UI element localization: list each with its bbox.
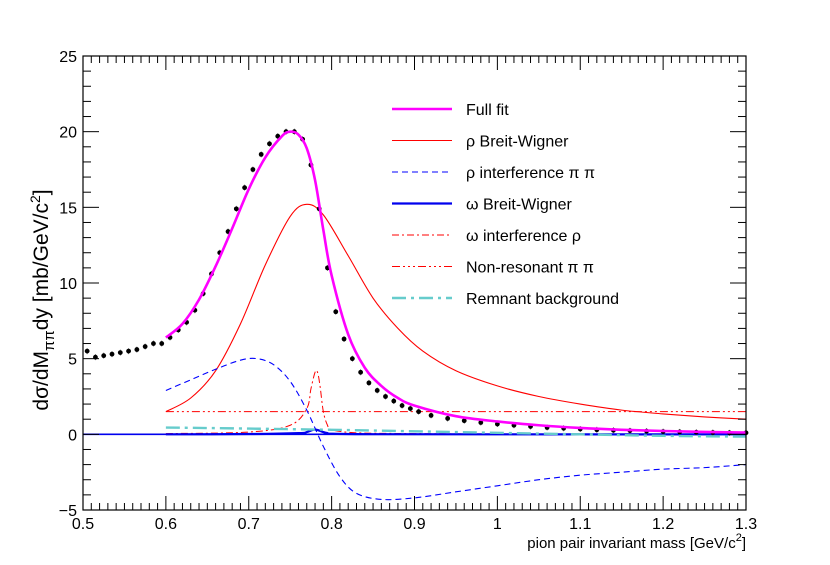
data-point bbox=[101, 353, 107, 359]
data-point bbox=[126, 348, 131, 354]
data-point bbox=[84, 348, 90, 354]
y-tick-label: 5 bbox=[68, 352, 77, 369]
data-point bbox=[399, 403, 405, 408]
data-point bbox=[159, 341, 165, 346]
data-point bbox=[151, 341, 156, 346]
data-point bbox=[267, 141, 272, 147]
plot-area bbox=[83, 128, 749, 501]
data-point bbox=[349, 356, 355, 362]
y-tick-label: 20 bbox=[59, 125, 77, 142]
series-line bbox=[165, 428, 747, 436]
data-point bbox=[407, 406, 413, 412]
data-point bbox=[416, 409, 422, 415]
data-point bbox=[478, 420, 484, 425]
data-point bbox=[258, 151, 264, 157]
x-tick-label: 1.3 bbox=[735, 516, 757, 533]
x-tick-label: 0.9 bbox=[403, 516, 425, 533]
x-tick-label: 0.5 bbox=[72, 516, 94, 533]
data-point bbox=[117, 350, 123, 356]
legend-label: ω interference ρ bbox=[466, 228, 581, 245]
data-point bbox=[383, 394, 388, 399]
data-point bbox=[358, 369, 364, 375]
data-point bbox=[142, 344, 148, 349]
x-tick-label: 1.1 bbox=[569, 516, 591, 533]
y-tick-label: −5 bbox=[59, 503, 77, 520]
legend-label: ρ Breit-Wigner bbox=[466, 134, 569, 151]
y-axis-title: dσ/dMππdy [mb/GeV/c2] bbox=[27, 189, 58, 410]
data-point bbox=[233, 206, 239, 212]
data-point bbox=[250, 167, 256, 172]
series-line bbox=[165, 369, 747, 435]
data-point bbox=[134, 347, 140, 352]
data-point bbox=[366, 380, 372, 386]
axes: 0.5 0.6 0.7 0.8 0.9 1 1.1 1.2 1.3 −5 0 5 10 15 20 25 bbox=[59, 49, 757, 533]
legend-label: Full fit bbox=[466, 102, 509, 119]
x-axis-title: pion pair invariant mass [GeV/c2] bbox=[527, 532, 746, 552]
data-point bbox=[445, 416, 451, 421]
legend: Full fit ρ Breit-Wigner ρ interference π π… bbox=[392, 102, 619, 308]
series-line bbox=[165, 357, 747, 501]
data-point bbox=[333, 309, 339, 315]
legend-label: Remnant background bbox=[466, 291, 619, 308]
x-tick-label: 0.8 bbox=[321, 516, 343, 533]
data-point bbox=[275, 133, 281, 139]
y-tick-label: 15 bbox=[59, 200, 77, 217]
data-point bbox=[341, 336, 347, 342]
legend-label: Non-resonant π π bbox=[466, 260, 594, 277]
series-line bbox=[165, 203, 747, 420]
data-point bbox=[242, 185, 248, 191]
x-tick-label: 0.7 bbox=[238, 516, 260, 533]
data-point bbox=[461, 418, 467, 424]
data-point bbox=[391, 398, 397, 404]
series-line bbox=[165, 426, 747, 438]
x-tick-label: 1.2 bbox=[652, 516, 674, 533]
plot-frame bbox=[82, 55, 747, 511]
data-point bbox=[109, 351, 115, 357]
x-tick-label: 0.6 bbox=[155, 516, 177, 533]
y-tick-label: 25 bbox=[59, 49, 77, 66]
data-point bbox=[428, 413, 434, 418]
series-line bbox=[165, 130, 747, 434]
data-point bbox=[374, 388, 380, 393]
y-tick-label: 10 bbox=[59, 276, 77, 293]
y-tick-label: 0 bbox=[68, 427, 77, 444]
x-tick-label: 1 bbox=[493, 516, 502, 533]
legend-label: ω Breit-Wigner bbox=[466, 197, 573, 214]
legend-label: ρ interference π π bbox=[466, 165, 595, 182]
